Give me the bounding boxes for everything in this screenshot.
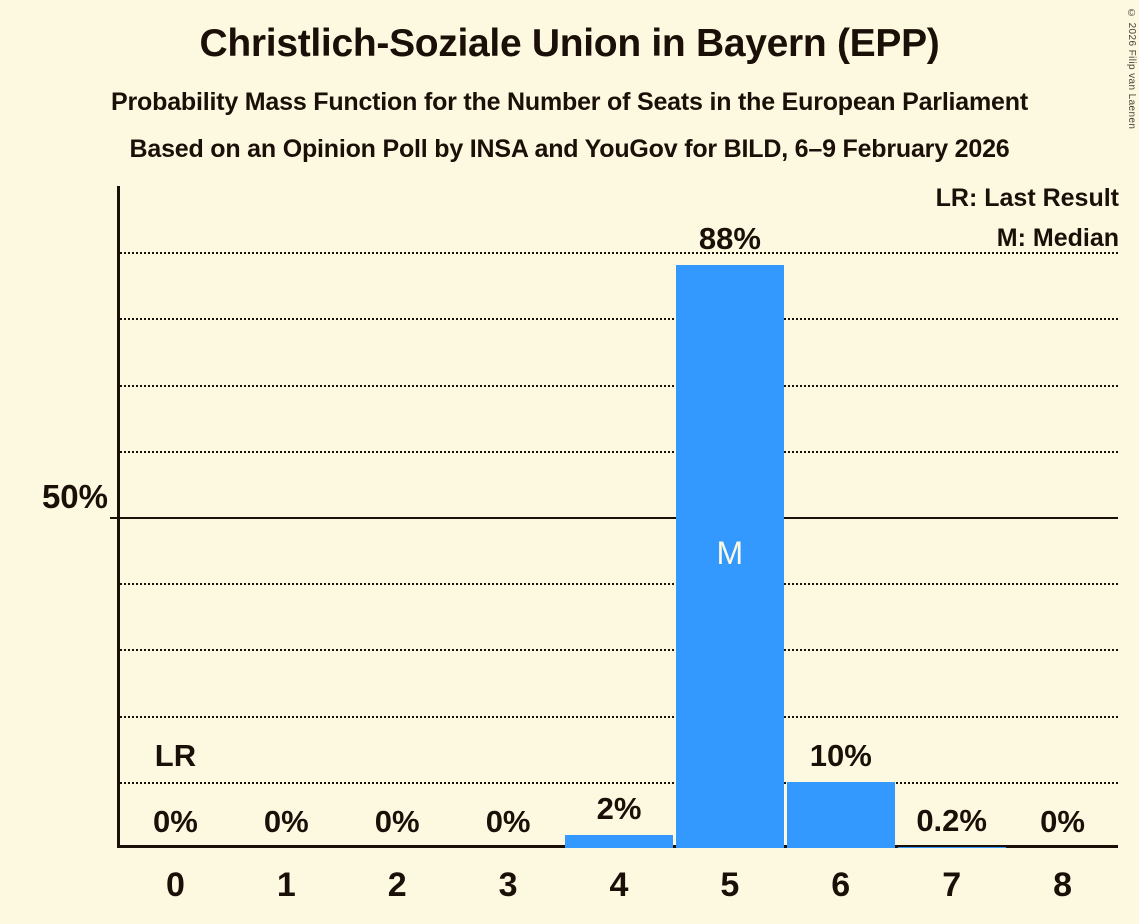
gridline-30 (120, 649, 1118, 652)
bar-seat-7[interactable] (897, 846, 1006, 848)
bar-value-label-2: 0% (374, 804, 420, 839)
bar-value-label-4: 2% (596, 790, 642, 826)
x-axis-tick-5: 5 (720, 866, 740, 904)
bar-value-label-5: 88% (698, 221, 761, 257)
bar-value-label-1: 0% (263, 804, 309, 839)
bar-value-label-0: 0% (153, 804, 198, 839)
x-axis-tick-8: 8 (1053, 866, 1072, 904)
y-axis-tick-label-50: 50% (41, 478, 108, 515)
median-marker: M (716, 534, 744, 571)
gridline-10 (120, 781, 1118, 784)
x-axis-tick-7: 7 (942, 866, 962, 904)
bar-value-label-3: 0% (485, 804, 531, 839)
copyright-notice: © 2026 Filip van Laenen (1126, 8, 1137, 130)
x-axis-tick-0: 0 (165, 866, 185, 904)
gridline-20 (120, 715, 1118, 718)
gridline-90 (120, 252, 1118, 255)
chart-subtitle: Probability Mass Function for the Number… (111, 88, 1028, 116)
gridline-80 (120, 318, 1118, 321)
bar-seat-5[interactable] (675, 265, 784, 848)
last-result-marker: LR (154, 737, 197, 773)
legend-last-result: LR: Last Result (935, 184, 1119, 212)
bar-value-label-6: 10% (809, 737, 872, 773)
x-axis-tick-1: 1 (276, 866, 296, 904)
gridline-40 (120, 583, 1118, 586)
page-title: Christlich-Soziale Union in Bayern (EPP) (199, 22, 940, 65)
plot-area: 0% 0% 0% 0% 2% 88% 10% 0.2% 0% M LR (110, 186, 1118, 848)
bar-seat-4[interactable] (564, 834, 674, 848)
x-axis-tick-6: 6 (831, 866, 851, 904)
y-axis-tick-mark (110, 517, 122, 519)
legend-median: M: Median (996, 224, 1119, 252)
bar-value-label-7: 0.2% (916, 802, 987, 838)
x-axis-tick-3: 3 (498, 866, 518, 904)
bar-value-label-8: 0% (1040, 804, 1085, 839)
x-axis-tick-2: 2 (387, 866, 407, 904)
chart-source-note: Based on an Opinion Poll by INSA and You… (129, 135, 1010, 163)
gridline-70 (120, 384, 1118, 387)
bar-seat-6[interactable] (786, 781, 895, 848)
gridline-60 (120, 450, 1118, 453)
gridline-50 (120, 517, 1118, 519)
x-axis-tick-4: 4 (609, 866, 629, 904)
